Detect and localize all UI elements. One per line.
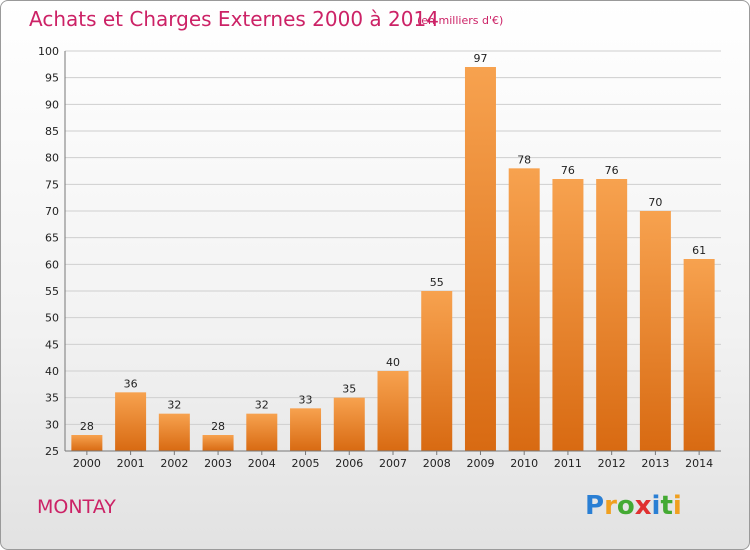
x-tick-label: 2007	[379, 457, 407, 470]
y-tick-label: 60	[45, 258, 59, 271]
bar-2000	[71, 435, 103, 451]
logo-letter: i	[651, 491, 661, 521]
y-tick-label: 35	[45, 392, 59, 405]
bar-2013	[639, 211, 671, 451]
y-tick-label: 55	[45, 285, 59, 298]
bar-2001	[115, 392, 147, 451]
logo-letter: i	[672, 491, 682, 521]
x-tick-label: 2000	[73, 457, 101, 470]
chart-title: Achats et Charges Externes 2000 à 2014	[29, 7, 439, 31]
axes	[64, 51, 721, 455]
proxiti-logo: Proxiti	[585, 491, 682, 521]
y-tick-label: 85	[45, 125, 59, 138]
bar-2005	[290, 408, 322, 451]
y-tick-label: 50	[45, 312, 59, 325]
data-label: 36	[124, 377, 138, 390]
x-tick-label: 2014	[685, 457, 713, 470]
x-tick-label: 2009	[466, 457, 494, 470]
y-tick-label: 100	[38, 45, 59, 58]
x-tick-label: 2002	[160, 457, 188, 470]
x-tick-label: 2010	[510, 457, 538, 470]
y-tick-label: 45	[45, 338, 59, 351]
bar-2007	[377, 371, 409, 451]
y-tick-label: 30	[45, 418, 59, 431]
y-tick-labels: 25 30 35 40 45 50 55 60 65 70 75 80 85 90 95 100	[38, 45, 59, 458]
x-tick-label: 2005	[292, 457, 320, 470]
x-tick-label: 2011	[554, 457, 582, 470]
data-label: 28	[211, 420, 225, 433]
data-label: 70	[648, 196, 662, 209]
data-label: 40	[386, 356, 400, 369]
bar-2008	[421, 291, 453, 451]
y-tick-label: 75	[45, 178, 59, 191]
data-label: 55	[430, 276, 444, 289]
data-label: 33	[299, 393, 313, 406]
bar-2006	[333, 397, 365, 451]
x-tick-label: 2004	[248, 457, 276, 470]
logo-letter: r	[604, 491, 617, 521]
data-label: 76	[561, 164, 575, 177]
y-tick-label: 95	[45, 72, 59, 85]
x-tick-label: 2001	[117, 457, 145, 470]
bar-2012	[596, 179, 628, 451]
y-tick-label: 90	[45, 98, 59, 111]
logo-letter: t	[660, 491, 673, 521]
y-tick-label: 25	[45, 445, 59, 458]
data-labels: 28 36 32 28 32 33 35 40 55 97 78 76 76 70 61	[80, 52, 706, 433]
logo-letter: x	[634, 491, 652, 521]
y-tick-label: 70	[45, 205, 59, 218]
bar-2014	[683, 259, 715, 451]
y-tick-label: 80	[45, 152, 59, 165]
x-tick-label: 2008	[423, 457, 451, 470]
data-label: 35	[342, 383, 356, 396]
bar-2002	[158, 413, 190, 451]
data-label: 32	[167, 399, 181, 412]
data-label: 97	[473, 52, 487, 65]
bar-2011	[552, 179, 584, 451]
x-tick-label: 2003	[204, 457, 232, 470]
data-label: 61	[692, 244, 706, 257]
unit-note: (en milliers d'€)	[417, 14, 504, 27]
x-tick-label: 2012	[598, 457, 626, 470]
bars	[71, 67, 715, 452]
x-tick-label: 2006	[335, 457, 363, 470]
logo-letter: o	[616, 491, 635, 521]
x-tick-label: 2013	[641, 457, 669, 470]
x-tick-labels: 2000 2001 2002 2003 2004 2005 2006 2007 2008 2009…	[73, 457, 713, 470]
bar-2009	[464, 67, 496, 451]
data-label: 28	[80, 420, 94, 433]
y-tick-label: 65	[45, 232, 59, 245]
bar-2010	[508, 168, 540, 452]
logo-letter: P	[585, 491, 605, 521]
data-label: 76	[605, 164, 619, 177]
bar-2003	[202, 435, 234, 451]
bar-2004	[246, 413, 278, 451]
y-tick-label: 40	[45, 365, 59, 378]
data-label: 32	[255, 399, 269, 412]
data-label: 78	[517, 153, 531, 166]
commune-name: MONTAY	[37, 496, 116, 518]
